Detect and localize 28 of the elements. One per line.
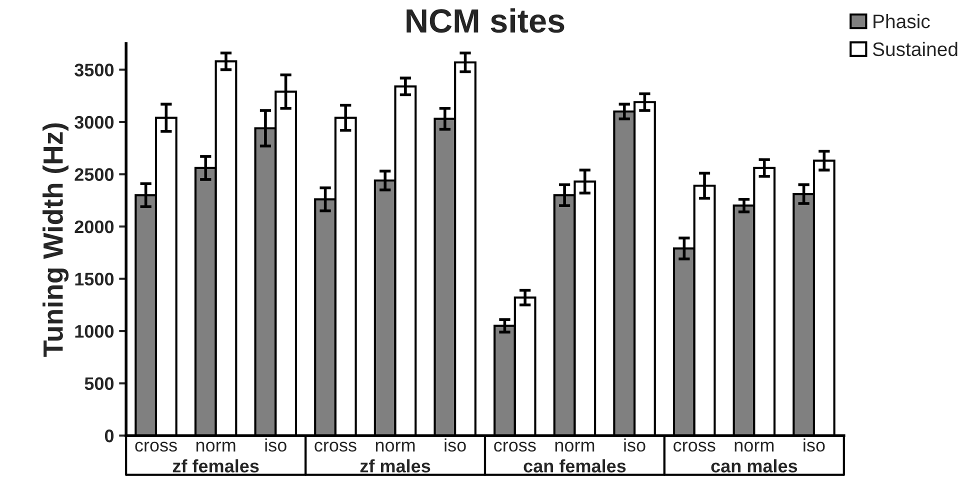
y-tick-label: 1500 — [75, 272, 114, 286]
y-tick-label: 2000 — [74, 220, 114, 234]
y-tick-label: 500 — [84, 377, 114, 390]
x-tick-label: iso — [804, 438, 825, 452]
x-tick-label: iso — [624, 438, 646, 452]
legend-label: Phasic — [874, 14, 930, 28]
text: can females — [524, 459, 626, 472]
x-tick-label: norm — [555, 442, 594, 452]
x-tick-label: cross — [674, 442, 716, 452]
x-tick-label: iso — [265, 438, 286, 452]
x-tick-label: cross — [314, 442, 356, 452]
chart-title: NCM sites — [406, 8, 564, 33]
text: can males — [711, 459, 798, 472]
y-tick-label: 2500 — [74, 168, 114, 181]
y-tick-label: 0 — [104, 430, 114, 442]
text: zf males — [360, 459, 430, 472]
x-tick-label: cross — [494, 442, 536, 452]
legend-label: Sustained — [872, 42, 958, 56]
text: zf females — [172, 459, 259, 472]
x-tick-label: norm — [196, 442, 236, 452]
y-tick-label: 1000 — [75, 324, 114, 338]
x-tick-label: norm — [734, 442, 774, 452]
x-tick-label: cross — [135, 442, 177, 452]
y-axis-title: Tuning Width (Hz) — [42, 123, 69, 357]
y-tick-label: 3500 — [74, 64, 114, 76]
y-tick-label: 3000 — [74, 116, 114, 129]
x-tick-label: iso — [444, 438, 466, 452]
x-tick-label: norm — [376, 442, 415, 452]
